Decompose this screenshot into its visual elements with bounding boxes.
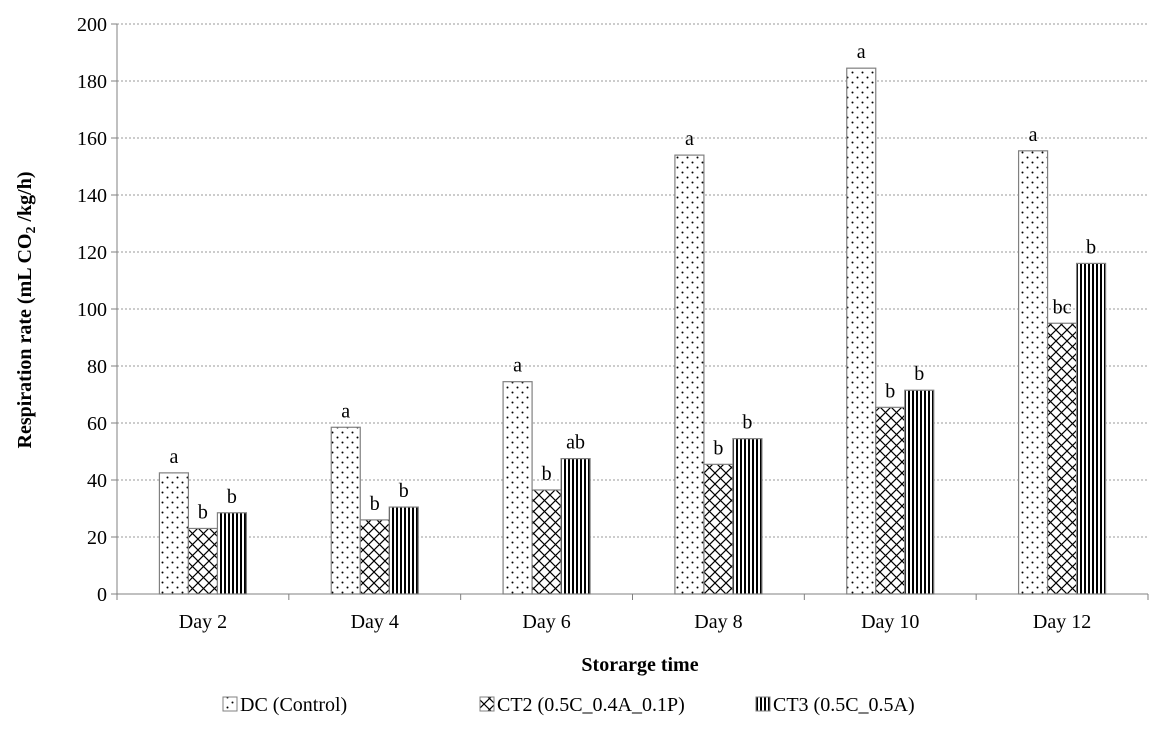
x-tick-label: Day 12	[1033, 611, 1091, 633]
bar-significance-label: b	[198, 501, 208, 523]
y-tick-label: 20	[87, 527, 107, 549]
legend-label: CT2 (0.5C_0.4A_0.1P)	[497, 694, 685, 716]
bar-significance-label: b	[914, 363, 924, 385]
bar-crosshatch	[531, 489, 562, 595]
bar-dots	[846, 67, 877, 595]
axes	[111, 23, 1149, 600]
y-tick-label: 40	[87, 470, 107, 492]
bar-significance-label: a	[685, 128, 694, 150]
y-tick-label: 100	[77, 299, 107, 321]
bar-significance-label: b	[370, 493, 380, 515]
legend: DC (Control) CT2 (0.5C_0.4A_0.1P) CT3 (0.5…	[222, 694, 915, 716]
bar-significance-label: bc	[1053, 296, 1072, 318]
bar-significance-label: b	[713, 437, 723, 459]
bar-significance-label: a	[1029, 124, 1038, 146]
bar-significance-label: b	[542, 463, 552, 485]
bar-crosshatch	[1046, 322, 1078, 595]
bar-significance-label: b	[885, 380, 895, 402]
gridlines	[117, 23, 1148, 538]
bar-significance-label: b	[742, 412, 752, 434]
x-tick-label: Day 6	[522, 611, 570, 633]
bar-dots	[1017, 150, 1049, 595]
y-axis-title: Respiration rate (mL CO2 /kg/h)	[14, 171, 39, 448]
bar-dots	[502, 381, 533, 595]
y-tick-label: 60	[87, 413, 107, 435]
bar-dots	[330, 426, 361, 595]
bar-vertical-stripes	[732, 438, 763, 595]
bar-significance-label: b	[399, 480, 409, 502]
bar-significance-label: a	[169, 446, 178, 468]
legend-swatch-dots	[222, 696, 238, 712]
x-tick-label: Day 8	[694, 611, 742, 633]
bar-significance-label: a	[857, 41, 866, 63]
bar-crosshatch	[703, 463, 734, 595]
legend-label: CT3 (0.5C_0.5A)	[773, 694, 915, 716]
bar-crosshatch	[875, 406, 906, 595]
bar-vertical-stripes	[216, 512, 248, 595]
bar-vertical-stripes	[560, 458, 591, 595]
bar-dots	[158, 472, 190, 595]
bars	[158, 67, 1107, 595]
legend-swatch-crosshatch	[479, 696, 495, 712]
y-tick-label: 180	[77, 71, 107, 93]
bar-significance-label: ab	[566, 432, 585, 454]
legend-swatch-vertical-stripes	[755, 696, 771, 712]
x-tick-label: Day 4	[351, 611, 399, 633]
bar-significance-label: b	[227, 486, 237, 508]
bar-dots	[674, 154, 705, 595]
x-tick-label: Day 10	[861, 611, 919, 633]
bar-vertical-stripes	[1075, 262, 1107, 595]
y-tick-label: 140	[77, 185, 107, 207]
x-axis-title: Storarge time	[581, 654, 698, 676]
x-tick-label: Day 2	[179, 611, 227, 633]
bar-vertical-stripes	[904, 389, 935, 595]
y-tick-label: 120	[77, 242, 107, 264]
bar-vertical-stripes	[388, 506, 419, 595]
tick-labels: 0 20 40 60 80 100 120 140 160 180 200 Day 2 Day 4 Day…	[77, 14, 1091, 633]
bar-significance-label: a	[341, 400, 350, 422]
y-tick-label: 0	[97, 584, 107, 606]
legend-label: DC (Control)	[240, 694, 347, 716]
bar-significance-label: b	[1086, 236, 1096, 258]
y-tick-label: 160	[77, 128, 107, 150]
y-tick-label: 200	[77, 14, 107, 36]
bar-crosshatch	[187, 527, 219, 595]
y-tick-label: 80	[87, 356, 107, 378]
bar-significance-label: a	[513, 355, 522, 377]
bar-crosshatch	[359, 519, 390, 595]
